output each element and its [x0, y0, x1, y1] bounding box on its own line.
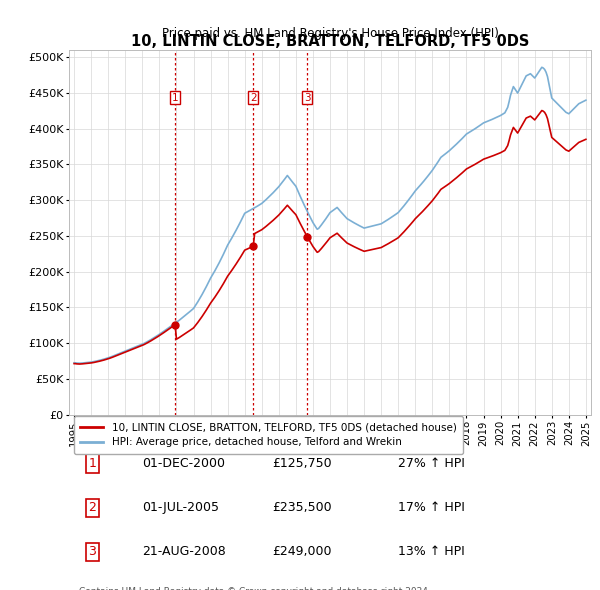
Text: Price paid vs. HM Land Registry's House Price Index (HPI): Price paid vs. HM Land Registry's House …	[161, 27, 499, 40]
Text: 13% ↑ HPI: 13% ↑ HPI	[398, 545, 464, 558]
Text: 3: 3	[89, 545, 97, 558]
Text: 21-AUG-2008: 21-AUG-2008	[142, 545, 226, 558]
Text: 1: 1	[89, 457, 97, 470]
Text: 1: 1	[172, 93, 178, 103]
Text: 2: 2	[250, 93, 257, 103]
Text: 3: 3	[304, 93, 311, 103]
Text: 2: 2	[89, 502, 97, 514]
Text: 27% ↑ HPI: 27% ↑ HPI	[398, 457, 465, 470]
Text: Contains HM Land Registry data © Crown copyright and database right 2024.
This d: Contains HM Land Registry data © Crown c…	[79, 588, 431, 590]
Text: £125,750: £125,750	[272, 457, 332, 470]
Text: £249,000: £249,000	[272, 545, 332, 558]
Title: 10, LINTIN CLOSE, BRATTON, TELFORD, TF5 0DS: 10, LINTIN CLOSE, BRATTON, TELFORD, TF5 …	[131, 34, 529, 49]
Text: £235,500: £235,500	[272, 502, 332, 514]
Text: 01-DEC-2000: 01-DEC-2000	[142, 457, 225, 470]
Text: 01-JUL-2005: 01-JUL-2005	[142, 502, 219, 514]
Legend: 10, LINTIN CLOSE, BRATTON, TELFORD, TF5 0DS (detached house), HPI: Average price: 10, LINTIN CLOSE, BRATTON, TELFORD, TF5 …	[74, 417, 463, 454]
Text: 17% ↑ HPI: 17% ↑ HPI	[398, 502, 465, 514]
